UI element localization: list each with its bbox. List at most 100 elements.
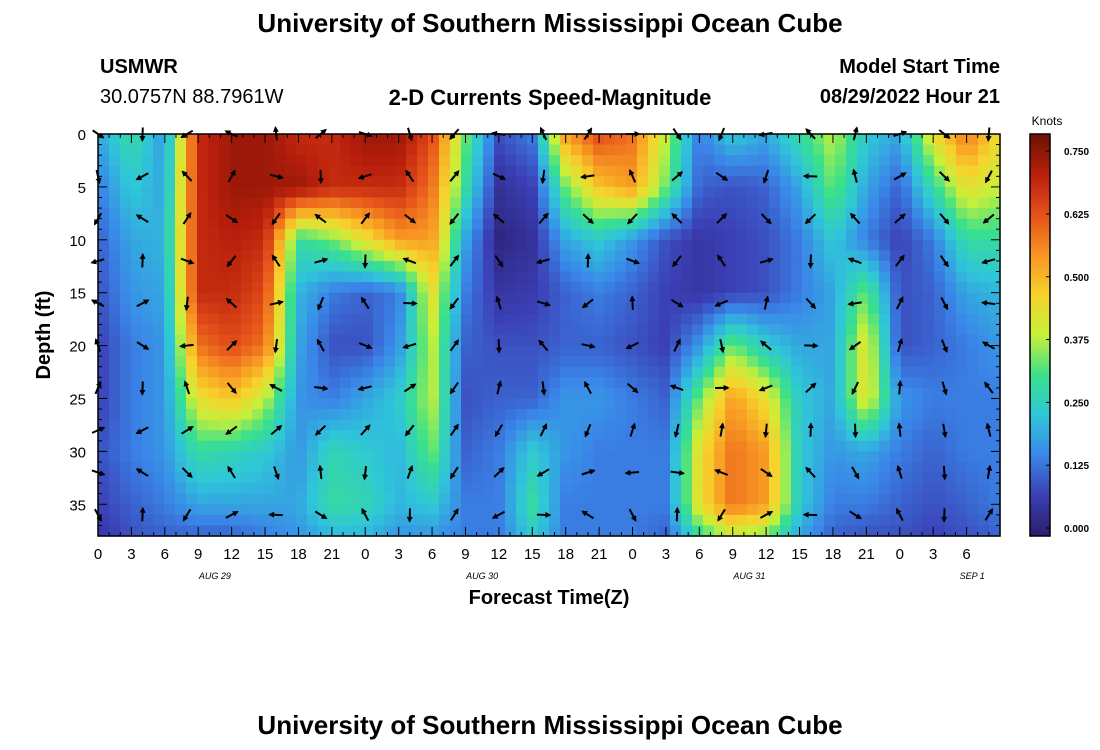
heatmap-cell	[340, 303, 352, 315]
heatmap-cell	[505, 451, 517, 463]
heatmap-cell	[395, 186, 407, 199]
heatmap-cell	[890, 440, 902, 452]
heatmap-cell	[208, 398, 220, 410]
heatmap-cell	[384, 271, 396, 283]
heatmap-cell	[780, 525, 792, 537]
heatmap-cell	[131, 366, 143, 378]
heatmap-cell	[538, 313, 550, 326]
heatmap-cell	[329, 398, 341, 410]
heatmap-cell	[615, 440, 627, 452]
heatmap-cell	[351, 271, 363, 283]
heatmap-cell	[428, 271, 440, 283]
heatmap-cell	[615, 324, 627, 336]
heatmap-cell	[153, 409, 165, 421]
heatmap-cell	[978, 366, 990, 378]
heatmap-cell	[329, 345, 341, 357]
heatmap-cell	[461, 313, 473, 326]
heatmap-cell	[813, 186, 825, 199]
heatmap-cell	[747, 303, 759, 315]
heatmap-cell	[307, 451, 319, 463]
current-vector-arrow	[226, 340, 238, 351]
date-label: AUG 30	[465, 571, 498, 581]
heatmap-cell	[802, 335, 814, 347]
heatmap-cell	[725, 430, 737, 442]
heatmap-cell	[824, 398, 836, 410]
current-vector-arrow	[714, 299, 728, 307]
current-vector-arrow	[760, 468, 773, 478]
heatmap-cell	[747, 335, 759, 347]
heatmap-cell	[384, 356, 396, 368]
heatmap-cell	[164, 229, 176, 241]
heatmap-cell	[186, 483, 198, 495]
current-vector-arrow	[941, 423, 948, 439]
heatmap-cell	[351, 377, 363, 389]
heatmap-cell	[549, 176, 561, 188]
current-vector-arrow	[581, 343, 596, 349]
heatmap-cell	[560, 282, 572, 294]
colorbar-tick-label: 0.125	[1064, 461, 1089, 472]
heatmap-cell	[527, 440, 539, 452]
heatmap-cell	[296, 335, 308, 347]
current-vector-arrow	[941, 465, 948, 481]
heatmap-cell	[769, 461, 781, 474]
heatmap-cell	[197, 229, 209, 241]
heatmap-cell	[802, 356, 814, 368]
heatmap-cell	[483, 440, 495, 452]
heatmap-cell	[120, 345, 132, 357]
heatmap-cell	[769, 197, 781, 209]
heatmap-cell	[879, 451, 891, 463]
current-vector-arrow	[449, 423, 459, 437]
heatmap-cell	[164, 303, 176, 315]
heatmap-cell	[263, 303, 275, 315]
heatmap-cell	[571, 409, 583, 421]
heatmap-cell	[868, 525, 880, 537]
heatmap-cell	[142, 208, 154, 220]
heatmap-cell	[340, 525, 352, 537]
heatmap-cell	[813, 197, 825, 209]
heatmap-cell	[901, 335, 913, 347]
current-vector-arrow	[714, 469, 729, 476]
heatmap-cell	[725, 155, 737, 167]
heatmap-cell	[153, 292, 165, 304]
heatmap-cell	[406, 165, 418, 177]
heatmap-cell	[329, 186, 341, 199]
heatmap-cell	[197, 303, 209, 315]
heatmap-cell	[934, 366, 946, 378]
heatmap-cell	[967, 144, 979, 156]
heatmap-cell	[571, 419, 583, 431]
x-tick-label: 3	[127, 546, 135, 563]
heatmap-cell	[285, 250, 297, 262]
heatmap-cell	[362, 155, 374, 167]
heatmap-cell	[395, 451, 407, 463]
heatmap-cell	[516, 345, 528, 357]
heatmap-cell	[648, 186, 660, 199]
heatmap-cell	[197, 451, 209, 463]
heatmap-cell	[692, 356, 704, 368]
heatmap-cell	[769, 134, 781, 146]
heatmap-cell	[802, 313, 814, 326]
heatmap-cell	[703, 144, 715, 156]
heatmap-cell	[351, 525, 363, 537]
heatmap-cell	[109, 313, 121, 326]
heatmap-cell	[120, 451, 132, 463]
heatmap-cell	[626, 155, 638, 167]
heatmap-cell	[175, 356, 187, 368]
y-tick-label: 20	[69, 339, 86, 356]
heatmap-cell	[516, 229, 528, 241]
heatmap-cell	[692, 239, 704, 251]
heatmap-cell	[362, 335, 374, 347]
heatmap-cell	[813, 260, 825, 273]
heatmap-cell	[175, 239, 187, 251]
heatmap-cell	[813, 218, 825, 230]
heatmap-cell	[197, 324, 209, 336]
y-tick-label: 5	[78, 180, 86, 197]
current-vector-arrow	[182, 211, 192, 225]
heatmap-cell	[307, 504, 319, 516]
heatmap-cell	[340, 377, 352, 389]
heatmap-cell	[296, 461, 308, 474]
heatmap-cell	[175, 366, 187, 378]
heatmap-cell	[241, 525, 253, 537]
heatmap-cell	[604, 218, 616, 230]
heatmap-cell	[879, 335, 891, 347]
heatmap-cell	[736, 335, 748, 347]
